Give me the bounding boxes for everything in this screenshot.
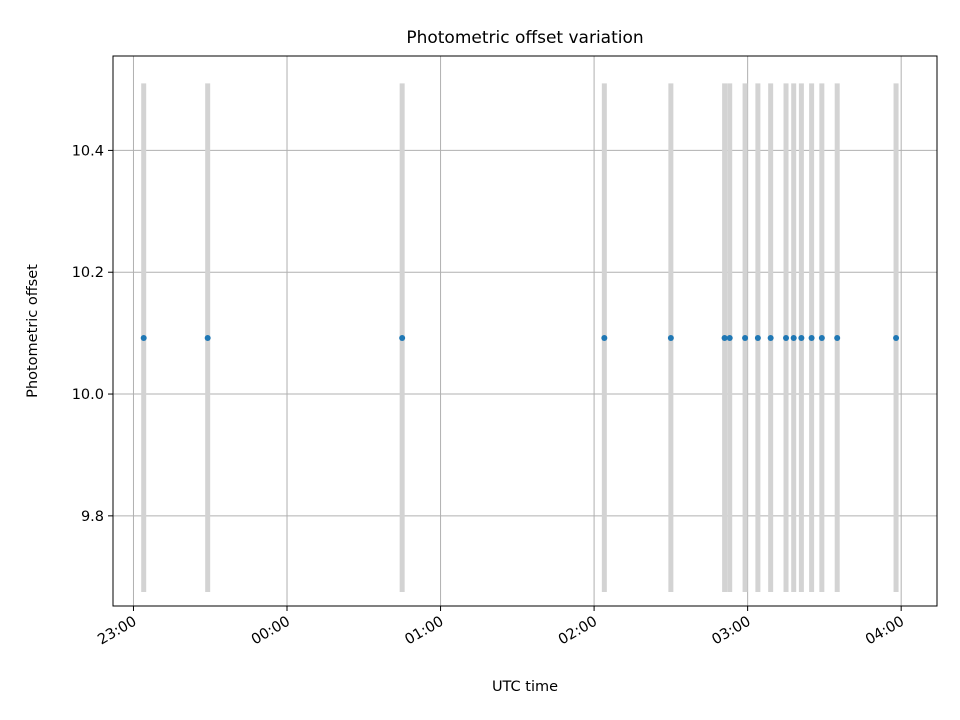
y-axis-label: Photometric offset	[25, 264, 41, 398]
data-point	[834, 335, 841, 342]
data-points	[140, 335, 900, 342]
data-point	[601, 335, 608, 342]
data-point	[783, 335, 790, 342]
data-point	[754, 335, 761, 342]
data-point	[667, 335, 674, 342]
x-axis-label: UTC time	[492, 679, 558, 695]
data-point	[140, 335, 147, 342]
x-tick-label: 04:00	[863, 614, 907, 649]
y-tick-label: 10.0	[72, 387, 104, 403]
x-tick-label: 00:00	[249, 614, 293, 649]
chart-title: Photometric offset variation	[406, 28, 643, 48]
data-point	[808, 335, 815, 342]
data-point	[798, 335, 805, 342]
x-tick-label: 23:00	[95, 614, 139, 649]
data-point	[721, 335, 728, 342]
data-point	[767, 335, 774, 342]
y-tick-label: 10.4	[72, 143, 104, 159]
x-tick-label: 01:00	[402, 614, 446, 649]
y-tick-label: 10.2	[72, 265, 104, 281]
y-axis-ticks: 9.8 10.0 10.2 10.4	[72, 143, 113, 525]
x-axis-ticks: 23:00 00:00 01:00 02:00 03:00 04:00	[95, 606, 907, 648]
data-point	[726, 335, 733, 342]
x-tick-label: 03:00	[709, 614, 753, 649]
data-point	[818, 335, 825, 342]
data-point	[204, 335, 211, 342]
data-point	[399, 335, 406, 342]
y-tick-label: 9.8	[81, 509, 104, 525]
plot-frame	[112, 55, 938, 607]
data-point	[893, 335, 900, 342]
data-point	[790, 335, 797, 342]
data-point	[742, 335, 749, 342]
x-tick-label: 02:00	[556, 614, 600, 649]
